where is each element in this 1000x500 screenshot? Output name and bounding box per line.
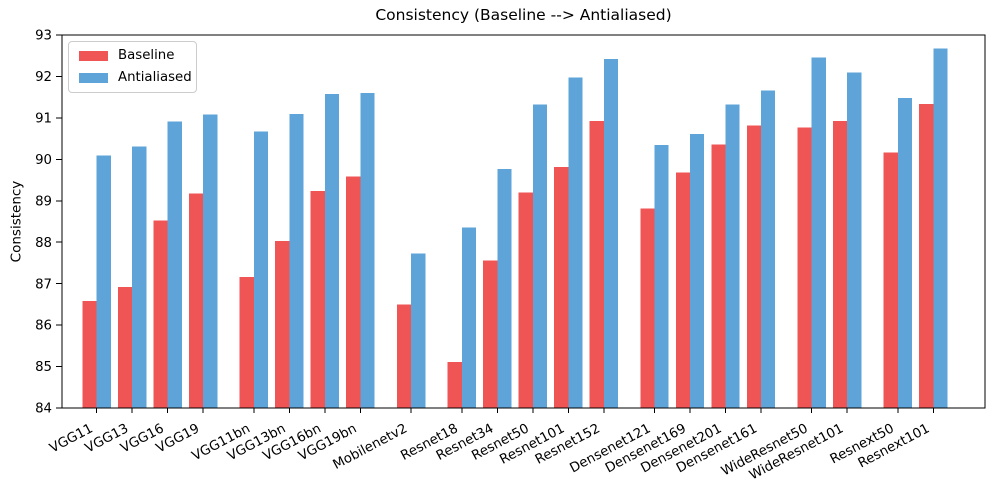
y-tick-label-87: 87 bbox=[35, 277, 52, 292]
bar-baseline-WideResnet101 bbox=[833, 120, 848, 409]
y-tick-label-86: 86 bbox=[35, 319, 52, 334]
y-tick-label-88: 88 bbox=[35, 236, 52, 251]
y-tick-label-85: 85 bbox=[35, 360, 52, 375]
bar-antialiased-Densenet169 bbox=[690, 134, 705, 408]
bar-antialiased-VGG16 bbox=[167, 121, 182, 408]
y-tick-label-91: 91 bbox=[35, 111, 52, 126]
legend-label-antialiased: Antialiased bbox=[118, 69, 192, 85]
bar-baseline-Resnet101 bbox=[554, 167, 569, 408]
bar-baseline-Densenet169 bbox=[675, 172, 690, 408]
bar-baseline-Resnet34 bbox=[483, 260, 498, 408]
bar-antialiased-VGG11bn bbox=[253, 131, 269, 408]
bar-baseline-Densenet201 bbox=[711, 144, 726, 408]
bar-antialiased-VGG19bn bbox=[360, 93, 375, 408]
bar-antialiased-Resnext101 bbox=[933, 48, 948, 408]
bar-antialiased-Densenet161 bbox=[761, 90, 776, 408]
bar-antialiased-WideResnet50 bbox=[811, 57, 826, 409]
bar-baseline-VGG16bn bbox=[310, 190, 325, 408]
y-tick-label-92: 92 bbox=[35, 70, 52, 85]
y-tick-label-84: 84 bbox=[35, 402, 52, 417]
legend-item-antialiased: Antialiased bbox=[79, 70, 192, 87]
bar-antialiased-VGG19 bbox=[203, 114, 218, 408]
bar-baseline-Densenet121 bbox=[640, 208, 655, 408]
bar-antialiased-VGG13 bbox=[132, 146, 147, 408]
bar-antialiased-Resnext50 bbox=[897, 98, 913, 408]
bar-baseline-Mobilenetv2 bbox=[396, 304, 412, 408]
bar-antialiased-Resnet101 bbox=[568, 77, 583, 408]
y-tick-label-93: 93 bbox=[35, 29, 52, 44]
bar-baseline-VGG13 bbox=[118, 287, 133, 408]
bar-antialiased-Resnet34 bbox=[497, 168, 512, 408]
bar-baseline-VGG19 bbox=[189, 193, 204, 408]
legend-item-baseline: Baseline bbox=[79, 48, 186, 65]
bar-antialiased-WideResnet101 bbox=[847, 72, 862, 409]
legend-label-baseline: Baseline bbox=[118, 48, 175, 63]
plot-border bbox=[61, 34, 986, 409]
chart-title: Consistency (Baseline --> Antialiased) bbox=[375, 6, 672, 24]
bar-baseline-VGG13bn bbox=[275, 241, 290, 408]
baseline-color-swatch bbox=[79, 51, 108, 62]
bar-baseline-Resnext101 bbox=[919, 104, 934, 408]
bar-baseline-Densenet161 bbox=[746, 125, 761, 409]
legend: Baseline Antialiased bbox=[68, 41, 197, 94]
bar-antialiased-VGG13bn bbox=[289, 114, 304, 408]
bar-antialiased-Mobilenetv2 bbox=[411, 253, 426, 408]
bar-antialiased-Densenet201 bbox=[725, 104, 740, 408]
bar-baseline-VGG11 bbox=[82, 301, 97, 408]
bar-baseline-VGG11bn bbox=[239, 277, 254, 408]
y-tick-label-89: 89 bbox=[35, 194, 52, 209]
bar-baseline-Resnet50 bbox=[518, 192, 533, 408]
bar-antialiased-Resnet152 bbox=[603, 59, 618, 408]
bar-antialiased-Resnet18 bbox=[461, 227, 476, 408]
antialiased-color-swatch bbox=[79, 72, 108, 83]
bar-baseline-Resnet152 bbox=[589, 121, 604, 408]
y-tick-label-90: 90 bbox=[35, 153, 52, 168]
bar-antialiased-Densenet121 bbox=[654, 144, 669, 409]
bar-baseline-WideResnet50 bbox=[797, 127, 812, 409]
bar-antialiased-Resnet50 bbox=[532, 104, 547, 408]
bar-baseline-VGG19bn bbox=[346, 176, 361, 408]
bar-baseline-Resnext50 bbox=[883, 152, 898, 408]
bar-antialiased-VGG11 bbox=[96, 155, 111, 408]
bar-baseline-Resnet18 bbox=[447, 362, 462, 408]
bar-baseline-VGG16 bbox=[153, 220, 168, 408]
bar-antialiased-VGG16bn bbox=[324, 93, 340, 409]
